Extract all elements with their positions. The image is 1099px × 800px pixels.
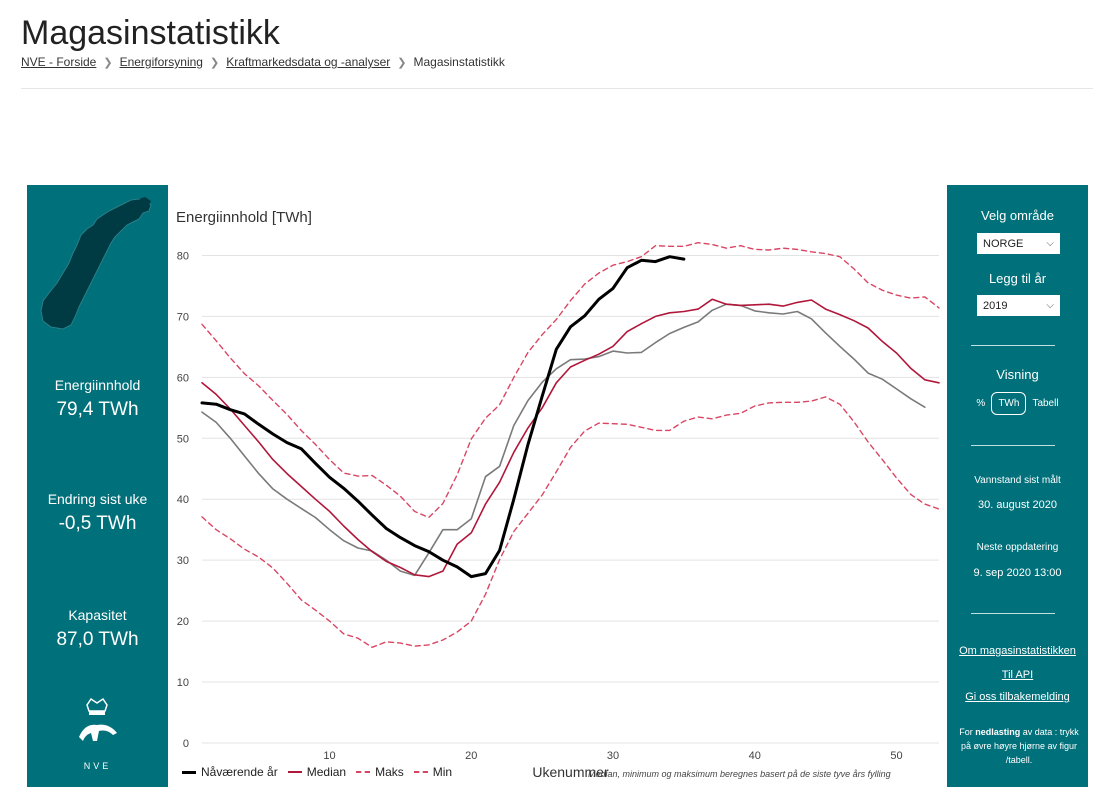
- view-option-percent[interactable]: %: [976, 398, 986, 409]
- nve-logo-icon: [79, 697, 117, 741]
- capacity-label: Kapasitet: [68, 607, 127, 623]
- link-about[interactable]: Om magasinstatistikken: [959, 645, 1076, 657]
- legend-label-median: Median: [306, 765, 347, 779]
- breadcrumb-current: Magasinstatistikk: [413, 55, 505, 69]
- nve-logo-text: NVE: [83, 761, 112, 771]
- y-tick-label: 60: [177, 372, 189, 384]
- breadcrumb-link-energiforsyning[interactable]: Energiforsyning: [119, 55, 203, 69]
- legend-swatch-median: [287, 771, 302, 773]
- next-update-label: Neste oppdatering: [976, 542, 1059, 553]
- y-tick-label: 50: [177, 433, 189, 445]
- y-tick-label: 20: [177, 616, 189, 628]
- y-tick-label: 40: [177, 494, 189, 506]
- area-label: Velg område: [981, 208, 1054, 223]
- change-value: -0,5 TWh: [58, 513, 137, 534]
- chevron-down-icon: ⌵: [1046, 300, 1054, 311]
- x-tick-label: 50: [890, 750, 902, 762]
- right-controls-panel: Velg område NORGE ⌵ Legg til år 2019 ⌵ V…: [947, 185, 1088, 787]
- chart-legend: Nåværende år Median Maks Min: [182, 765, 462, 779]
- x-tick-label: 20: [465, 750, 477, 762]
- view-option-twh[interactable]: TWh: [991, 392, 1027, 415]
- legend-swatch-current: [182, 770, 196, 774]
- x-tick-label: 30: [607, 750, 619, 762]
- chart-svg: 0 10 20 30 40 50 60 70 80 10 20 30 40 50 Ukenummer: [177, 242, 940, 780]
- download-note-bold: nedlasting: [975, 727, 1021, 737]
- change-label: Endring sist uke: [47, 491, 148, 507]
- y-tick-label: 10: [177, 677, 189, 689]
- series-line-year2019: [201, 303, 926, 577]
- breadcrumb-link-forside[interactable]: NVE - Forside: [21, 55, 97, 69]
- chart-footnote: Median, minimum og maksimum beregnes bas…: [588, 769, 891, 779]
- chevron-right-icon: ❯: [209, 56, 220, 69]
- legend-label-min: Min: [432, 765, 453, 779]
- norway-map-icon: [40, 197, 152, 330]
- download-note-prefix: For: [959, 727, 976, 737]
- legend-item-min[interactable]: Min: [413, 765, 453, 779]
- chevron-right-icon: ❯: [397, 56, 407, 69]
- series-line-current: [200, 255, 686, 579]
- year-select-value: 2019: [983, 299, 1008, 312]
- legend-swatch-maks: [356, 771, 371, 773]
- link-api[interactable]: Til API: [1001, 669, 1034, 681]
- year-select[interactable]: 2019 ⌵: [977, 295, 1060, 316]
- next-update-value: 9. sep 2020 13:00: [973, 567, 1062, 579]
- breadcrumb: NVE - Forside ❯ Energiforsyning ❯ Kraftm…: [21, 55, 505, 69]
- legend-label-current: Nåværende år: [201, 765, 278, 779]
- legend-item-maks[interactable]: Maks: [356, 765, 404, 779]
- view-toggle: % TWh Tabell: [947, 392, 1088, 415]
- series-line-maks: [201, 242, 940, 519]
- divider: [971, 345, 1055, 346]
- chart-title: Energiinnhold [TWh]: [176, 209, 312, 226]
- x-tick-label: 10: [323, 750, 335, 762]
- y-tick-label: 70: [177, 311, 189, 323]
- left-stats-panel: Energiinnhold 79,4 TWh Endring sist uke …: [27, 185, 168, 787]
- link-feedback[interactable]: Gi oss tilbakemelding: [965, 691, 1070, 703]
- energy-value: 79,4 TWh: [56, 399, 139, 420]
- chevron-right-icon: ❯: [103, 56, 113, 69]
- area-select-value: NORGE: [983, 237, 1024, 250]
- x-axis-label: Ukenummer: [532, 764, 609, 780]
- breadcrumb-link-kraftmarked[interactable]: Kraftmarkedsdata og -analyser: [226, 55, 391, 69]
- legend-item-median[interactable]: Median: [287, 765, 347, 779]
- view-option-table[interactable]: Tabell: [1032, 398, 1059, 409]
- chevron-down-icon: ⌵: [1046, 238, 1054, 249]
- download-note: For nedlasting av data : trykk på øvre h…: [959, 725, 1079, 767]
- legend-swatch-min: [413, 771, 428, 773]
- series-line-min: [201, 396, 940, 648]
- area-select[interactable]: NORGE ⌵: [977, 233, 1060, 254]
- divider: [971, 445, 1055, 446]
- capacity-value: 87,0 TWh: [56, 629, 139, 650]
- y-tick-label: 0: [183, 738, 189, 750]
- energy-label: Energiinnhold: [54, 377, 141, 393]
- reservoir-chart[interactable]: Energiinnhold [TWh] 0 10 20 30 40 50 60 70 80 10 2…: [168, 185, 947, 787]
- y-tick-label: 30: [177, 555, 189, 567]
- legend-label-maks: Maks: [375, 765, 404, 779]
- year-label: Legg til år: [988, 271, 1047, 286]
- download-note-suffix: av data : trykk på øvre høyre hjørne av …: [960, 727, 1079, 765]
- y-tick-label: 80: [177, 250, 189, 262]
- view-label: Visning: [996, 367, 1039, 382]
- header-divider: [21, 88, 1093, 89]
- divider: [971, 613, 1055, 614]
- page-title: Magasinstatistikk: [21, 14, 280, 52]
- measured-label: Vannstand sist målt: [974, 475, 1061, 486]
- series-line-median: [201, 298, 940, 578]
- x-tick-label: 40: [749, 750, 761, 762]
- measured-value: 30. august 2020: [978, 499, 1057, 511]
- legend-item-current[interactable]: Nåværende år: [182, 765, 278, 779]
